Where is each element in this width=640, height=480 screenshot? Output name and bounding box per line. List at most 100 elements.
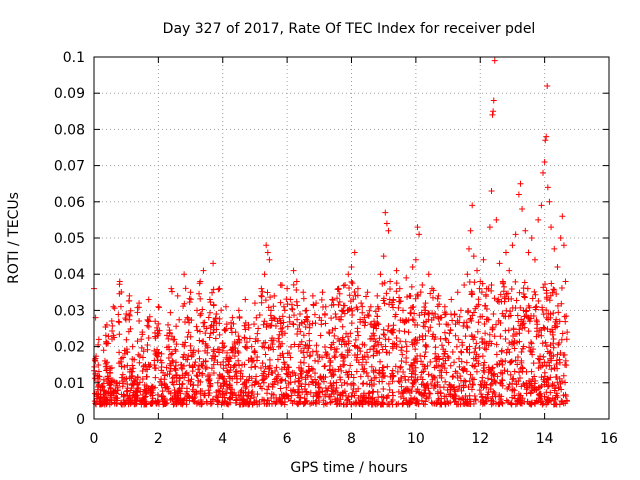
- data-point: [266, 322, 273, 329]
- data-point: [384, 327, 391, 334]
- data-point: [496, 360, 503, 367]
- data-point: [261, 400, 268, 407]
- data-point: [163, 364, 170, 371]
- data-point: [472, 355, 479, 362]
- data-point: [544, 375, 551, 382]
- data-point: [169, 357, 176, 364]
- data-point: [363, 293, 370, 300]
- data-point: [428, 316, 435, 323]
- data-point: [396, 378, 403, 385]
- data-point: [344, 347, 351, 354]
- data-point: [370, 352, 377, 359]
- data-point: [242, 319, 249, 326]
- data-point: [359, 361, 366, 368]
- data-point: [442, 378, 449, 385]
- data-point: [426, 390, 433, 397]
- data-point: [152, 374, 159, 381]
- data-point: [355, 399, 362, 406]
- data-point: [377, 358, 384, 365]
- data-point: [328, 383, 335, 390]
- data-point: [293, 278, 300, 285]
- data-point: [466, 349, 473, 356]
- data-point: [536, 390, 543, 397]
- data-point: [434, 303, 441, 310]
- data-point: [220, 365, 227, 372]
- data-point: [488, 287, 495, 294]
- data-point: [377, 271, 384, 278]
- data-point: [374, 339, 381, 346]
- data-point: [518, 357, 525, 364]
- data-point: [302, 400, 309, 407]
- data-point: [550, 340, 557, 347]
- data-point: [265, 397, 272, 404]
- data-point: [126, 297, 133, 304]
- data-point: [548, 366, 555, 373]
- data-point: [241, 380, 248, 387]
- data-point: [276, 395, 283, 402]
- data-point: [181, 318, 188, 325]
- data-point: [279, 340, 286, 347]
- data-point: [511, 392, 518, 399]
- data-point: [230, 345, 237, 352]
- data-point: [545, 397, 552, 404]
- data-point: [163, 384, 170, 391]
- data-point: [520, 307, 527, 314]
- data-point: [208, 355, 215, 362]
- data-point: [342, 282, 349, 289]
- data-point: [496, 260, 503, 267]
- data-point: [486, 331, 493, 338]
- data-point: [262, 363, 269, 370]
- data-point: [287, 373, 294, 380]
- data-point: [319, 289, 326, 296]
- data-point: [132, 393, 139, 400]
- data-point: [381, 279, 388, 286]
- data-point: [193, 323, 200, 330]
- data-point: [563, 362, 570, 369]
- data-point: [297, 328, 304, 335]
- data-point: [100, 376, 107, 383]
- data-point: [535, 365, 542, 372]
- data-point: [436, 321, 443, 328]
- data-point: [265, 383, 272, 390]
- data-point: [557, 235, 564, 241]
- data-point: [322, 400, 329, 407]
- data-point: [420, 381, 427, 388]
- data-point: [328, 302, 335, 309]
- data-point: [506, 349, 513, 356]
- data-point: [528, 368, 535, 375]
- data-point: [323, 400, 330, 407]
- data-point: [338, 400, 345, 407]
- data-point: [194, 327, 201, 334]
- data-point: [329, 366, 336, 373]
- data-point: [151, 347, 158, 354]
- data-point: [400, 389, 407, 396]
- data-point: [526, 382, 533, 389]
- data-point: [475, 353, 482, 360]
- data-point: [538, 332, 545, 339]
- data-point: [416, 334, 423, 341]
- data-point: [324, 387, 331, 394]
- data-point: [441, 393, 448, 400]
- data-point: [544, 82, 551, 89]
- data-point: [491, 370, 498, 377]
- data-point: [186, 362, 193, 369]
- data-point: [266, 365, 273, 372]
- data-point: [226, 395, 233, 402]
- data-point: [243, 345, 250, 352]
- data-point: [267, 294, 274, 301]
- data-point: [103, 338, 110, 345]
- data-point: [356, 400, 363, 407]
- data-point: [395, 388, 402, 395]
- data-point: [531, 400, 538, 407]
- data-point: [235, 307, 242, 314]
- data-point: [498, 393, 505, 400]
- data-point: [531, 373, 538, 380]
- data-point: [543, 314, 550, 321]
- data-point: [540, 284, 547, 291]
- data-point: [186, 319, 193, 326]
- data-point: [480, 256, 487, 263]
- data-point: [481, 368, 488, 375]
- data-point: [495, 296, 502, 303]
- data-point: [343, 392, 350, 399]
- data-point: [172, 346, 179, 353]
